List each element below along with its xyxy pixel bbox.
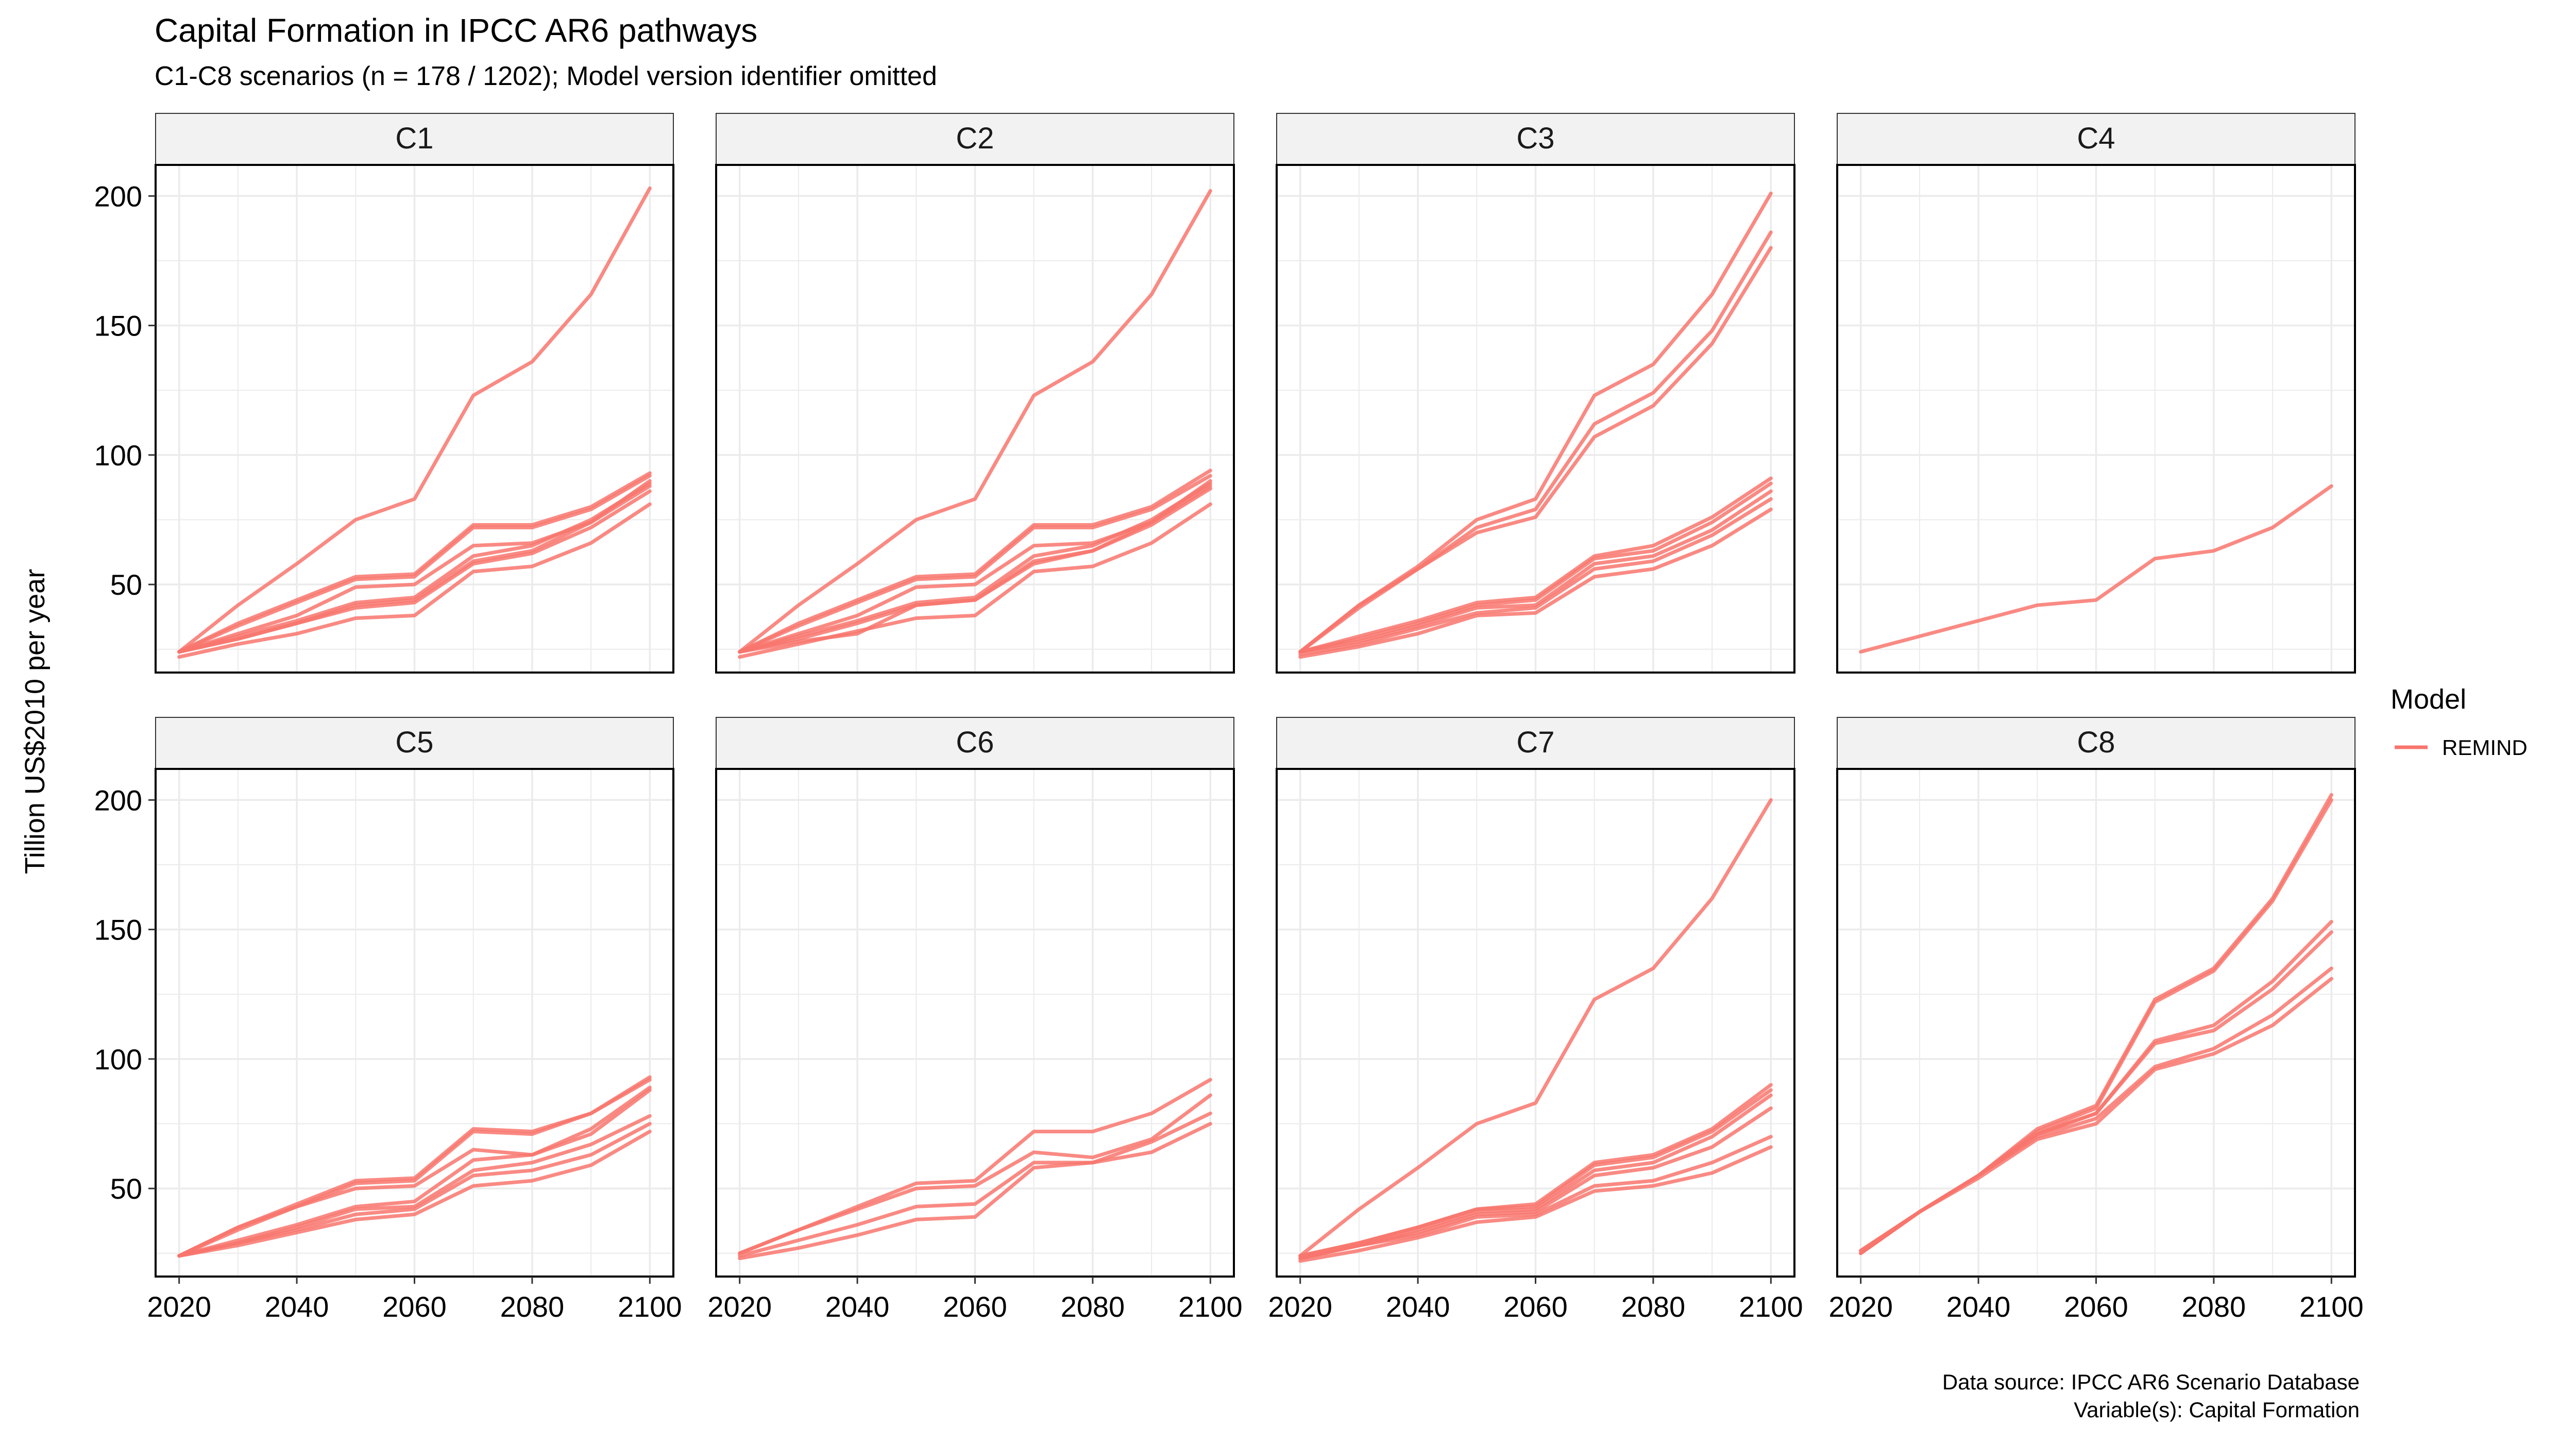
facet-c5: C5 50 100 150 200 2020 2040 2060 2080 2100 xyxy=(94,717,682,1323)
panel-border-c1 xyxy=(155,164,674,674)
x-tick-label: 2100 xyxy=(618,1290,682,1323)
series-line-c3-3 xyxy=(1298,246,1773,654)
series-line-c1-2 xyxy=(177,471,652,654)
facet-label-c5: C5 xyxy=(395,726,433,759)
x-tick-label: 2040 xyxy=(1386,1290,1450,1323)
x-tick-label: 2100 xyxy=(1178,1290,1243,1323)
facet-label-c4: C4 xyxy=(2077,122,2115,155)
facet-c3: C3 xyxy=(1276,113,1795,674)
series-line-c8-6 xyxy=(1859,977,2333,1255)
series-line-c1-5 xyxy=(177,481,652,654)
series-line-c6-2 xyxy=(738,1093,1212,1255)
series-line-c1-3 xyxy=(177,474,652,654)
y-tick-label: 200 xyxy=(94,180,142,212)
series-line-c7-6 xyxy=(1298,1135,1773,1261)
y-tick-label: 50 xyxy=(110,1172,142,1205)
x-tick-label: 2040 xyxy=(825,1290,890,1323)
legend-label-remind: REMIND xyxy=(2442,735,2528,760)
facet-c4: C4 xyxy=(1836,113,2356,674)
facet-label-c2: C2 xyxy=(956,122,994,155)
series-line-c7-1 xyxy=(1298,798,1773,1258)
y-tick-label: 100 xyxy=(94,1043,142,1076)
chart-subtitle: C1-C8 scenarios (n = 178 / 1202); Model … xyxy=(155,61,937,91)
x-tick-label: 2080 xyxy=(1061,1290,1125,1323)
x-tick-label: 2020 xyxy=(1828,1290,1893,1323)
series-line-c1-8 xyxy=(177,502,652,659)
series-line-c7-3 xyxy=(1298,1088,1773,1258)
panel-border-c4 xyxy=(1836,164,2356,674)
series-line-c3-4 xyxy=(1298,476,1773,654)
series-line-c2-8 xyxy=(738,502,1212,659)
facet-label-c7: C7 xyxy=(1516,726,1554,759)
series-line-c1-1 xyxy=(177,186,652,654)
x-tick-label: 2060 xyxy=(943,1290,1007,1323)
series-line-c5-6 xyxy=(177,1122,652,1258)
series-line-c2-5 xyxy=(738,481,1212,654)
legend: Model REMIND xyxy=(2391,684,2528,760)
y-tick-label: 100 xyxy=(94,439,142,472)
facet-strip-c7 xyxy=(1276,717,1795,769)
x-tick-label: 2080 xyxy=(1621,1290,1686,1323)
data-source-caption: Data source: IPCC AR6 Scenario Database xyxy=(1942,1370,2360,1394)
chart-title: Capital Formation in IPCC AR6 pathways xyxy=(155,12,758,49)
facet-strip-c5 xyxy=(155,717,674,769)
facet-c1: C1 50 100 150 200 xyxy=(94,113,674,674)
y-tick-label: 200 xyxy=(94,784,142,816)
facet-label-c3: C3 xyxy=(1516,122,1554,155)
x-tick-label: 2100 xyxy=(1739,1290,1803,1323)
facet-strip-c6 xyxy=(716,717,1234,769)
x-tick-label: 2040 xyxy=(265,1290,329,1323)
facet-c2: C2 xyxy=(715,113,1235,674)
series-line-c5-4 xyxy=(177,1088,652,1258)
y-tick-label: 150 xyxy=(94,914,142,946)
series-line-c3-6 xyxy=(1298,489,1773,654)
x-tick-label: 2100 xyxy=(2299,1290,2364,1323)
series-line-c6-4 xyxy=(738,1122,1212,1261)
x-tick-label: 2060 xyxy=(2064,1290,2128,1323)
x-tick-label: 2020 xyxy=(147,1290,211,1323)
facet-label-c8: C8 xyxy=(2077,726,2115,759)
series-line-c1-7 xyxy=(177,489,652,654)
series-line-c2-2 xyxy=(738,468,1212,654)
series-line-c4-1 xyxy=(1859,484,2333,654)
series-line-c3-8 xyxy=(1298,507,1773,659)
facet-c8: C8 2020 2040 2060 2080 2100 xyxy=(1828,717,2364,1323)
facet-strip-c3 xyxy=(1276,113,1795,165)
series-line-c5-7 xyxy=(177,1130,652,1258)
x-tick-label: 2080 xyxy=(500,1290,565,1323)
series-line-c2-1 xyxy=(738,189,1212,654)
x-tick-label: 2060 xyxy=(382,1290,447,1323)
y-axis-title: Tillion US$2010 per year xyxy=(20,569,50,874)
facet-c6: C6 2020 2040 2060 2080 2100 xyxy=(707,717,1243,1323)
x-tick-label: 2020 xyxy=(1268,1290,1332,1323)
series-line-c6-3 xyxy=(738,1111,1212,1258)
x-tick-label: 2080 xyxy=(2182,1290,2246,1323)
x-tick-label: 2060 xyxy=(1503,1290,1568,1323)
facet-strip-c2 xyxy=(716,113,1234,165)
y-tick-label: 50 xyxy=(110,568,142,601)
series-line-c7-7 xyxy=(1298,1145,1773,1263)
facet-strip-c4 xyxy=(1837,113,2355,165)
panel-border-c3 xyxy=(1276,164,1795,674)
series-line-c5-3 xyxy=(177,1085,652,1258)
facet-strip-c8 xyxy=(1837,717,2355,769)
x-tick-label: 2020 xyxy=(707,1290,772,1323)
series-line-c3-7 xyxy=(1298,497,1773,657)
facet-label-c1: C1 xyxy=(395,122,433,155)
series-line-c2-3 xyxy=(738,474,1212,654)
legend-title: Model xyxy=(2391,684,2466,715)
x-tick-label: 2040 xyxy=(1946,1290,2011,1323)
facet-c7: C7 2020 2040 2060 2080 2100 xyxy=(1268,717,1803,1323)
facet-label-c6: C6 xyxy=(956,726,994,759)
series-line-c3-5 xyxy=(1298,481,1773,654)
variables-caption: Variable(s): Capital Formation xyxy=(2074,1398,2360,1422)
y-tick-label: 150 xyxy=(94,310,142,342)
panel-border-c2 xyxy=(715,164,1235,674)
